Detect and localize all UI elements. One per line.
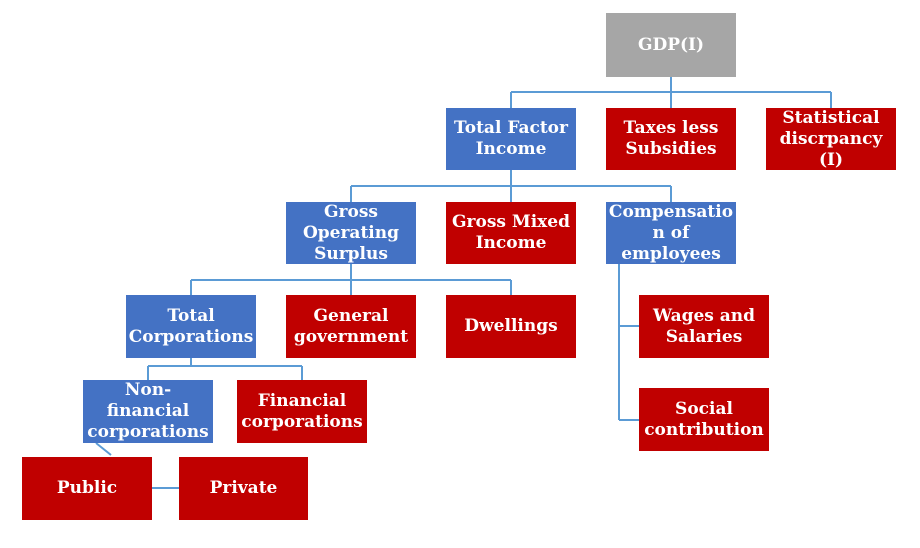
- node-gross-operating-surplus-label: Gross Operating Surplus: [302, 201, 400, 264]
- node-financial-corporations: Financial corporations: [237, 380, 367, 443]
- connector-nfc-children: [95, 442, 179, 489]
- node-general-government: General government: [286, 295, 416, 358]
- connector-tfi-children: [350, 170, 672, 202]
- node-gross-mixed-income-label: Gross Mixed Income: [452, 212, 570, 253]
- node-public: Public: [22, 457, 152, 520]
- node-taxes-less-subsidies: Taxes less Subsidies: [606, 108, 736, 170]
- node-non-financial-corporations: Non-financial corporations: [83, 380, 213, 443]
- node-social-contribution: Social contribution: [639, 388, 769, 451]
- node-compensation-of-employees-label: Compensatio n of employees: [608, 201, 734, 264]
- node-gross-operating-surplus: Gross Operating Surplus: [286, 202, 416, 264]
- node-general-government-label: General government: [293, 305, 409, 347]
- node-wages-and-salaries-label: Wages and Salaries: [652, 305, 756, 347]
- node-total-corporations: Total Corporations: [126, 295, 256, 358]
- node-gdp: GDP(I): [606, 13, 736, 77]
- node-dwellings-label: Dwellings: [464, 316, 558, 336]
- node-wages-and-salaries: Wages and Salaries: [639, 295, 769, 358]
- connector-tc-children: [147, 358, 303, 380]
- node-public-label: Public: [56, 478, 118, 498]
- node-gross-mixed-income: Gross Mixed Income: [446, 202, 576, 264]
- node-social-contribution-label: Social contribution: [644, 398, 764, 440]
- node-statistical-discrepancy-label: Statistical discrpancy (I): [779, 107, 883, 170]
- connector-gdp-children: [510, 77, 832, 108]
- node-total-factor-income: Total Factor Income: [446, 108, 576, 170]
- connector-gos-children: [190, 264, 512, 295]
- node-total-factor-income-label: Total Factor Income: [454, 118, 568, 159]
- node-total-corporations-label: Total Corporations: [128, 305, 254, 347]
- node-gdp-label: GDP(I): [637, 34, 705, 55]
- node-non-financial-corporations-label: Non-financial corporations: [87, 380, 209, 442]
- node-statistical-discrepancy: Statistical discrpancy (I): [766, 108, 896, 170]
- node-private: Private: [179, 457, 308, 520]
- node-financial-corporations-label: Financial corporations: [241, 390, 363, 432]
- connector-coe-children: [618, 264, 639, 421]
- node-dwellings: Dwellings: [446, 295, 576, 358]
- node-compensation-of-employees: Compensatio n of employees: [606, 202, 736, 264]
- node-private-label: Private: [209, 478, 278, 498]
- node-taxes-less-subsidies-label: Taxes less Subsidies: [623, 118, 719, 159]
